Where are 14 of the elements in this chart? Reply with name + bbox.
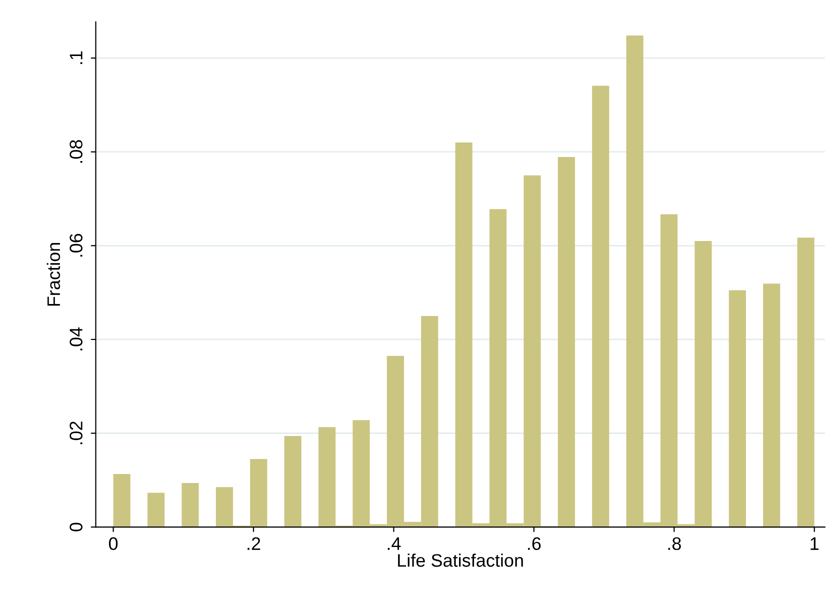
x-tick-label: .4 [388, 537, 401, 550]
x-axis-title: Life Satisfaction [398, 554, 523, 567]
y-tick-label: .1 [70, 51, 82, 64]
y-tick-label: .02 [70, 422, 82, 444]
x-tick-label: 0 [108, 537, 118, 550]
x-tick-label: .8 [668, 537, 681, 550]
y-tick-label: .04 [70, 327, 82, 350]
y-axis-title: Fraction [46, 243, 60, 306]
y-tick-label: .08 [70, 140, 82, 163]
x-tick-label: 1 [810, 537, 819, 550]
x-tick-label: .2 [248, 537, 260, 550]
y-tick-label: 0 [70, 522, 82, 532]
y-tick-label: .06 [70, 234, 82, 257]
x-tick-label: .6 [528, 537, 541, 550]
